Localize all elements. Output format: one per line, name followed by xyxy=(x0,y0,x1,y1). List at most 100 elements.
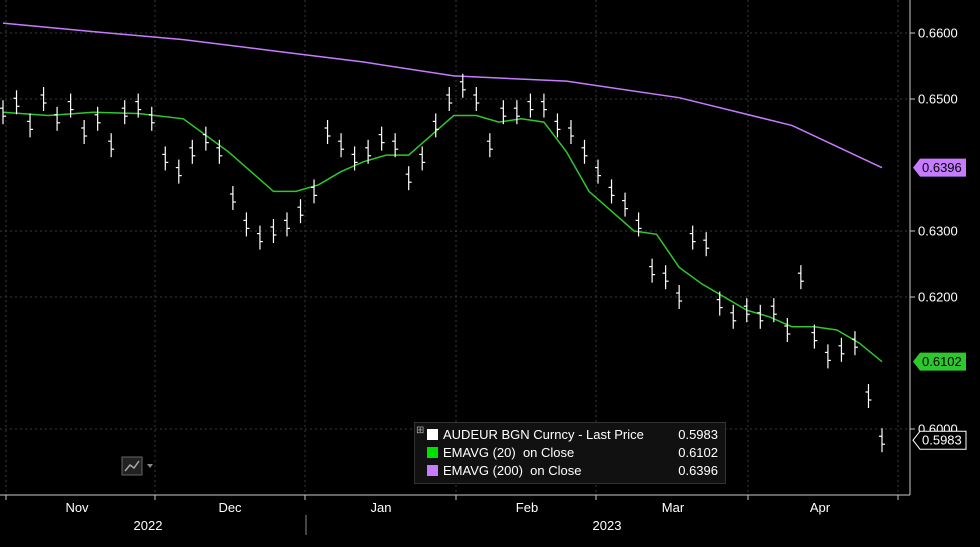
price-bar xyxy=(338,133,345,158)
price-bar xyxy=(554,113,561,138)
x-tick-label: Mar xyxy=(662,500,685,515)
price-bar xyxy=(513,100,520,125)
price-bar xyxy=(527,93,534,118)
price-bar xyxy=(54,106,61,131)
price-bar xyxy=(432,113,439,138)
price-bar xyxy=(730,304,737,329)
price-bar xyxy=(0,100,6,125)
price-bar xyxy=(405,166,412,191)
last-value-tag: 0.6102 xyxy=(913,352,966,371)
price-bar xyxy=(392,133,399,158)
legend[interactable]: ⊞ AUDEUR BGN Curncy - Last Price 0.5983 … xyxy=(414,422,726,484)
price-bar xyxy=(229,186,236,210)
price-bar xyxy=(595,159,602,184)
legend-entry-ema20[interactable]: EMAVG (20) on Close 0.6102 xyxy=(427,444,722,462)
price-bar xyxy=(108,133,115,158)
price-bar xyxy=(459,73,466,98)
price-bar xyxy=(635,212,642,237)
price-bar xyxy=(351,146,358,171)
y-tick-label: 0.6300 xyxy=(918,224,958,239)
price-bar xyxy=(94,106,101,131)
legend-label: AUDEUR BGN Curncy - Last Price xyxy=(443,427,644,442)
price-bar xyxy=(500,100,507,125)
price-bar xyxy=(243,212,250,237)
price-bar xyxy=(324,120,331,144)
price-bar xyxy=(608,179,615,204)
legend-value: 0.6102 xyxy=(678,445,718,460)
price-bar xyxy=(865,384,872,408)
last-value-tag: 0.5983 xyxy=(912,430,967,450)
price-bar xyxy=(121,100,128,125)
legend-swatch-green xyxy=(427,447,438,458)
series-line-ema20 xyxy=(2,111,883,363)
price-bar xyxy=(311,179,318,204)
legend-label: EMAVG (20) on Close xyxy=(443,445,575,460)
price-bar xyxy=(567,120,574,144)
price-bar xyxy=(622,192,629,217)
price-bar xyxy=(419,146,426,171)
price-bar xyxy=(581,139,588,164)
price-bar xyxy=(743,298,750,323)
price-bar xyxy=(770,298,777,323)
price-bar xyxy=(256,225,263,250)
price-bar xyxy=(811,324,818,349)
price-bar xyxy=(797,265,804,290)
year-label: 2022 xyxy=(134,518,163,533)
legend-label: EMAVG (200) on Close xyxy=(443,463,582,478)
price-bar xyxy=(473,87,480,111)
legend-entry-ema200[interactable]: EMAVG (200) on Close 0.6396 xyxy=(427,462,722,480)
price-bar xyxy=(378,126,385,151)
price-bar xyxy=(162,146,169,171)
legend-expand-icon[interactable]: ⊞ xyxy=(416,425,425,436)
price-bar xyxy=(40,87,47,111)
legend-swatch-purple xyxy=(427,465,438,476)
price-bar xyxy=(202,126,209,151)
price-bar xyxy=(703,232,710,257)
price-bar xyxy=(13,90,20,115)
price-bar xyxy=(486,133,493,158)
price-bar xyxy=(270,219,277,243)
price-bar xyxy=(689,225,696,250)
last-value-tag: 0.6396 xyxy=(913,158,966,177)
series-line-ema200 xyxy=(2,22,883,169)
legend-swatch-white xyxy=(427,429,438,440)
price-bar xyxy=(365,139,372,164)
year-label: 2023 xyxy=(593,518,622,533)
price-bar xyxy=(662,265,669,290)
last-value-label: 0.6102 xyxy=(922,354,962,369)
series-layer xyxy=(0,22,885,453)
price-bar xyxy=(446,87,453,111)
price-bar xyxy=(148,106,155,131)
x-tick-label: Jan xyxy=(371,500,392,515)
x-tick-label: Nov xyxy=(65,500,89,515)
price-bar xyxy=(851,331,858,356)
chart-type-icon[interactable] xyxy=(121,456,157,476)
price-bar xyxy=(27,113,34,138)
y-tick-label: 0.6200 xyxy=(918,290,958,305)
price-bar xyxy=(879,428,885,453)
grid xyxy=(0,0,910,495)
price-bar xyxy=(189,139,196,164)
price-bar xyxy=(175,159,182,184)
legend-value: 0.5983 xyxy=(678,427,718,442)
legend-entry-last-price[interactable]: AUDEUR BGN Curncy - Last Price 0.5983 xyxy=(427,426,722,444)
price-bar xyxy=(216,139,223,164)
y-tick-label: 0.6500 xyxy=(918,92,958,107)
price-bar xyxy=(540,93,547,118)
y-tick-label: 0.6600 xyxy=(918,26,958,41)
price-bar xyxy=(283,212,290,237)
price-bar xyxy=(135,93,142,118)
price-bar xyxy=(67,93,74,118)
last-value-label: 0.5983 xyxy=(922,433,962,448)
price-bar xyxy=(824,344,831,369)
price-bar xyxy=(649,258,656,283)
price-bar xyxy=(297,199,304,224)
price-bar xyxy=(757,304,764,329)
last-value-label: 0.6396 xyxy=(922,160,962,175)
price-bar xyxy=(81,120,88,144)
x-tick-label: Dec xyxy=(218,500,242,515)
price-bar xyxy=(784,318,791,342)
price-bar xyxy=(676,285,683,309)
